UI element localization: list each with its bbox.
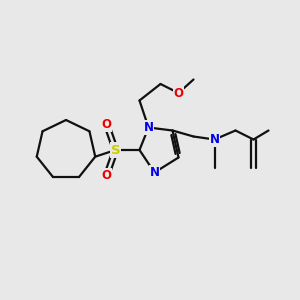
- Text: N: N: [143, 121, 154, 134]
- Text: O: O: [101, 169, 112, 182]
- Text: S: S: [111, 143, 120, 157]
- Text: O: O: [173, 86, 184, 100]
- Text: O: O: [101, 118, 112, 131]
- Text: N: N: [209, 133, 220, 146]
- Text: N: N: [149, 166, 160, 179]
